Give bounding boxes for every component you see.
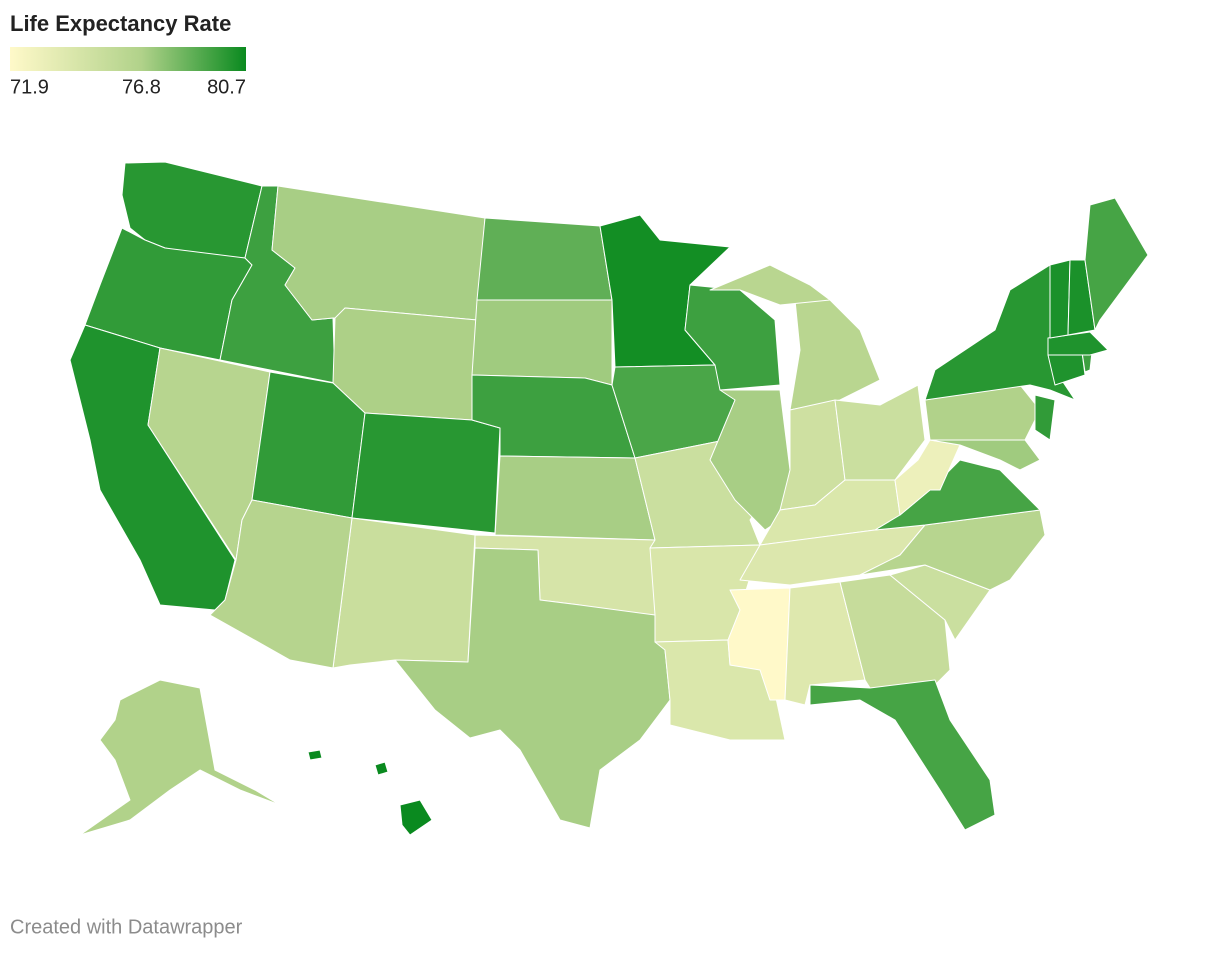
state	[399, 799, 433, 836]
state	[351, 412, 501, 534]
state	[271, 185, 486, 321]
state	[471, 299, 613, 386]
state	[709, 264, 831, 306]
state	[1047, 351, 1086, 386]
state	[709, 389, 791, 531]
state	[476, 217, 613, 301]
legend-label: 76.8	[122, 76, 161, 98]
state	[789, 299, 881, 411]
state	[374, 761, 389, 776]
state	[209, 499, 353, 669]
state	[684, 284, 781, 391]
state	[494, 455, 656, 541]
legend-labels: 71.9 76.8 80.7	[10, 76, 246, 98]
legend-bar	[10, 47, 246, 71]
state	[1034, 394, 1056, 441]
footer: Created with Datawrapper	[10, 916, 243, 938]
state	[1084, 197, 1149, 331]
state	[809, 679, 996, 831]
states	[69, 161, 1149, 836]
state	[1047, 331, 1109, 356]
legend-label: 71.9	[10, 76, 49, 98]
state	[332, 517, 476, 669]
state	[307, 749, 323, 761]
state	[394, 547, 671, 829]
map-title: Life Expectancy Rate	[10, 11, 231, 36]
legend-label: 80.7	[207, 76, 246, 98]
state	[889, 564, 991, 641]
state	[79, 679, 281, 836]
state	[929, 439, 1041, 471]
state	[1049, 259, 1071, 339]
